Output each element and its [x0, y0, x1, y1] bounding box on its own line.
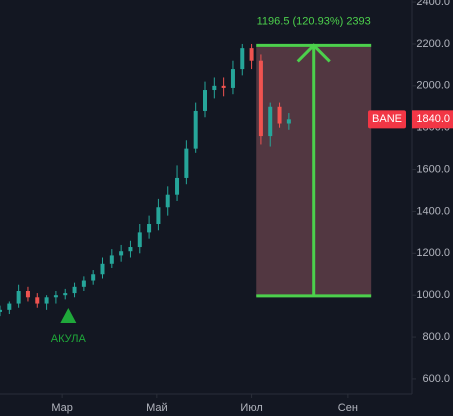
- price-tag-name-bg: [368, 110, 406, 129]
- y-tick-label: 1000.0: [416, 289, 450, 301]
- y-tick-label: 600.0: [422, 373, 450, 385]
- candle-body: [0, 309, 2, 312]
- candle-body: [137, 232, 142, 248]
- candle-body: [249, 48, 254, 61]
- candle-body: [109, 255, 114, 264]
- candle-body: [7, 303, 12, 310]
- signal-marker: [60, 308, 77, 323]
- candle-body: [119, 251, 124, 256]
- candle-body: [81, 280, 86, 287]
- candle-body: [35, 297, 40, 304]
- candle-body: [184, 148, 189, 178]
- x-tick-label: Сен: [338, 402, 358, 414]
- candle-body: [16, 290, 21, 304]
- candle-body: [230, 69, 235, 88]
- price-tag-label: 1840.0: [416, 113, 450, 125]
- y-tick-label: 800.0: [422, 331, 450, 343]
- candle-body: [286, 119, 291, 124]
- x-tick-label: Июл: [240, 402, 262, 414]
- candle-body: [240, 48, 245, 70]
- candle-body: [212, 85, 217, 91]
- y-tick-label: 2400.0: [416, 0, 450, 8]
- measure-arrowhead: [296, 43, 331, 63]
- price-tag-bg: [412, 110, 453, 129]
- y-tick-label: 2000.0: [416, 80, 450, 92]
- candle-body: [165, 194, 170, 208]
- candle-body: [258, 60, 263, 137]
- candle-body: [128, 247, 133, 252]
- candle-body: [156, 207, 161, 225]
- candle-body: [221, 85, 226, 88]
- candle-body: [44, 297, 49, 304]
- candle-body: [203, 90, 207, 111]
- candle-body: [147, 224, 152, 233]
- measure-label: 1196.5 (120.93%) 2393: [257, 15, 371, 27]
- x-tick-label: Мар: [51, 402, 73, 414]
- y-tick-label: 1200.0: [416, 247, 450, 259]
- candle-body: [53, 295, 58, 298]
- candle-body: [63, 293, 68, 296]
- candle-body: [25, 290, 30, 298]
- candle-body: [277, 106, 282, 124]
- y-tick-label: 1600.0: [416, 163, 450, 175]
- candle-body: [268, 106, 273, 137]
- x-tick-label: Май: [146, 402, 168, 414]
- candle-body: [175, 177, 180, 195]
- candle-body: [193, 110, 198, 149]
- y-tick-label: 2200.0: [416, 38, 450, 50]
- signal-label: АКУЛА: [51, 333, 87, 345]
- y-tick-label: 1400.0: [416, 205, 450, 217]
- price-tag-name: BANE: [372, 113, 402, 125]
- candle-body: [91, 274, 96, 281]
- candle-body: [72, 286, 77, 294]
- candle-body: [100, 263, 105, 275]
